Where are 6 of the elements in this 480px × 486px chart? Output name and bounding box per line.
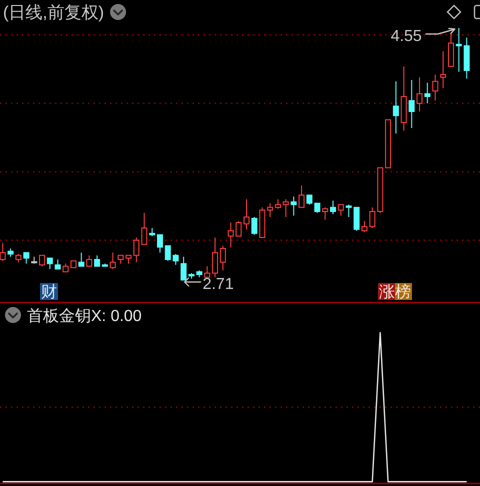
chart-title: (日线,前复权): [3, 3, 104, 22]
legend: 首板金钥X: 0.00: [27, 308, 142, 325]
event-tag: 财: [40, 283, 58, 301]
annotation: 4.55: [390, 28, 422, 45]
event-tag: 涨榜: [378, 283, 412, 301]
annotation: 2.71: [202, 276, 234, 293]
